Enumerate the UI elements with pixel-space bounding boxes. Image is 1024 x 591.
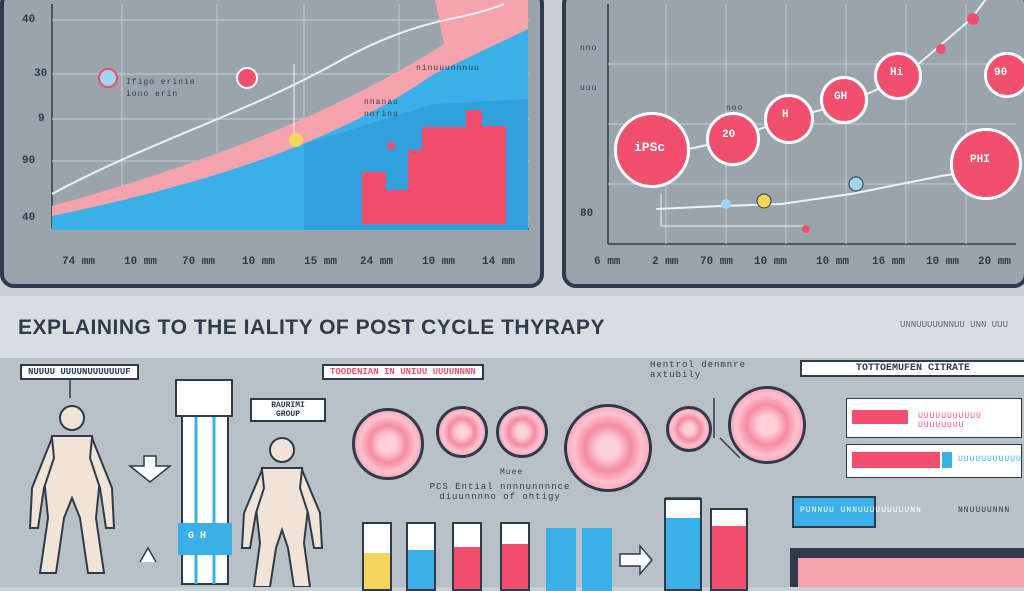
bubble-label: PHI — [970, 154, 990, 166]
bar-value — [852, 452, 940, 468]
x-tick: 70 mm — [182, 256, 216, 268]
right-chart-panel: iPSc 20 H GH Hi PHI 90 80 6 mm 2 mm 70 m… — [562, 0, 1024, 288]
x-tick: 15 mm — [304, 256, 338, 268]
annotation: uuu — [580, 84, 598, 93]
note: Hentrol denmnre axtubily — [650, 360, 747, 380]
x-tick: 74 mm — [62, 256, 96, 268]
x-tick: 20 mm — [978, 256, 1012, 268]
cell-icon — [666, 406, 712, 452]
infographic-section: NUUUU UUUUNUUUUUUUF RAURIMI GROUP G H TO… — [0, 358, 1024, 591]
bubble — [706, 112, 760, 166]
x-tick: 10 mm — [926, 256, 960, 268]
bubble-label: 20 — [722, 129, 736, 141]
bar-label: UUUUUUUUUUU — [958, 455, 1022, 464]
infographic-graphic — [28, 368, 1024, 587]
y-tick: 90 — [22, 155, 36, 167]
x-tick: 10 mm — [816, 256, 850, 268]
cell-icon — [496, 406, 548, 458]
y-tick: 40 — [22, 212, 36, 224]
test-tube — [452, 522, 482, 591]
body-figure-icon — [28, 405, 116, 574]
x-tick: 24 mm — [360, 256, 394, 268]
gauge-label: G H — [188, 531, 207, 542]
bar-value — [852, 410, 908, 424]
bubble-label: 90 — [994, 67, 1008, 79]
page-subtitle: UNNUUUUUNNUU UNN UUU — [899, 320, 1008, 330]
test-tube — [546, 528, 576, 591]
y-tick: 9 — [38, 113, 45, 125]
x-tick: 6 mm — [594, 256, 621, 268]
legend-dot — [98, 68, 118, 88]
bar-value — [792, 496, 876, 528]
label-box: TOTTOEMUFEN CITRATE — [800, 360, 1024, 377]
annotation: ninuuunnnuu — [416, 64, 480, 73]
y-tick: 40 — [22, 14, 36, 26]
label-box: TOODENIAN IN UNIUU UUUUNNNN — [322, 364, 484, 380]
trend-line — [51, 3, 505, 195]
test-tube — [710, 508, 748, 591]
annotation: nno — [580, 44, 598, 53]
bubble — [874, 52, 922, 100]
test-tube — [582, 528, 612, 591]
x-tick: 10 mm — [242, 256, 276, 268]
x-tick: 10 mm — [754, 256, 788, 268]
x-tick: 10 mm — [124, 256, 158, 268]
bar-label: PUNNUU UNNUUUUUUUUUNN — [800, 506, 922, 515]
annotation: nnanau — [364, 98, 399, 107]
test-tube — [500, 522, 530, 591]
pink-bars — [362, 110, 506, 224]
page-title: EXPLAINING TO THE IALITY OF POST CYCLE T… — [18, 316, 605, 339]
annotation: nnrinu — [364, 110, 399, 119]
caption: Muee — [500, 468, 524, 477]
bubble — [764, 94, 814, 144]
bubble-label: Hi — [890, 67, 904, 79]
title-strip — [0, 296, 1024, 358]
cell-icon — [436, 406, 488, 458]
marker-dot — [236, 67, 258, 89]
cell-icon — [352, 408, 424, 480]
cell-icon — [564, 404, 652, 492]
left-chart-graphic — [51, 0, 529, 230]
bubble — [820, 76, 868, 124]
arrow-up-icon — [139, 546, 157, 563]
x-tick: 16 mm — [872, 256, 906, 268]
label-box: NUUUU UUUUNUUUUUUUF — [20, 364, 139, 380]
test-tube — [406, 522, 436, 591]
bubble — [614, 112, 690, 188]
x-tick: 70 mm — [700, 256, 734, 268]
test-tube — [664, 498, 702, 591]
y-tick: 30 — [34, 68, 48, 80]
y-tick: 80 — [580, 208, 594, 220]
bubble-label: H — [782, 109, 789, 121]
test-tube — [362, 522, 392, 591]
x-tick: 10 mm — [422, 256, 456, 268]
arrow-down-icon — [127, 455, 173, 483]
bubble-label: iPSc — [634, 140, 666, 155]
bubble — [950, 128, 1022, 200]
cell-icon — [728, 386, 806, 464]
body-figure-icon — [240, 437, 324, 587]
x-tick: 2 mm — [652, 256, 679, 268]
group-label: RAURIMI GROUP — [250, 398, 326, 422]
annotation: Ifigo erinie — [126, 78, 196, 87]
x-tick: 14 mm — [482, 256, 516, 268]
annotation: noo — [726, 104, 744, 113]
bubble-label: GH — [834, 91, 848, 103]
caption: PCS Ential nnnnunnnnce diuunnnno of ohti… — [429, 482, 571, 502]
arrow-right-icon — [619, 543, 653, 577]
bubble — [984, 52, 1024, 98]
left-chart-panel: 40 30 9 90 40 74 mm 10 mm 70 mm 10 mm 15… — [0, 0, 544, 288]
annotation: iono erin — [126, 90, 179, 99]
bar-label: NNUUUUNNN — [958, 506, 1011, 515]
bar-label: UUUUUUUUUUU UUUUUUUU — [918, 412, 982, 430]
yellow-dot — [289, 133, 303, 147]
